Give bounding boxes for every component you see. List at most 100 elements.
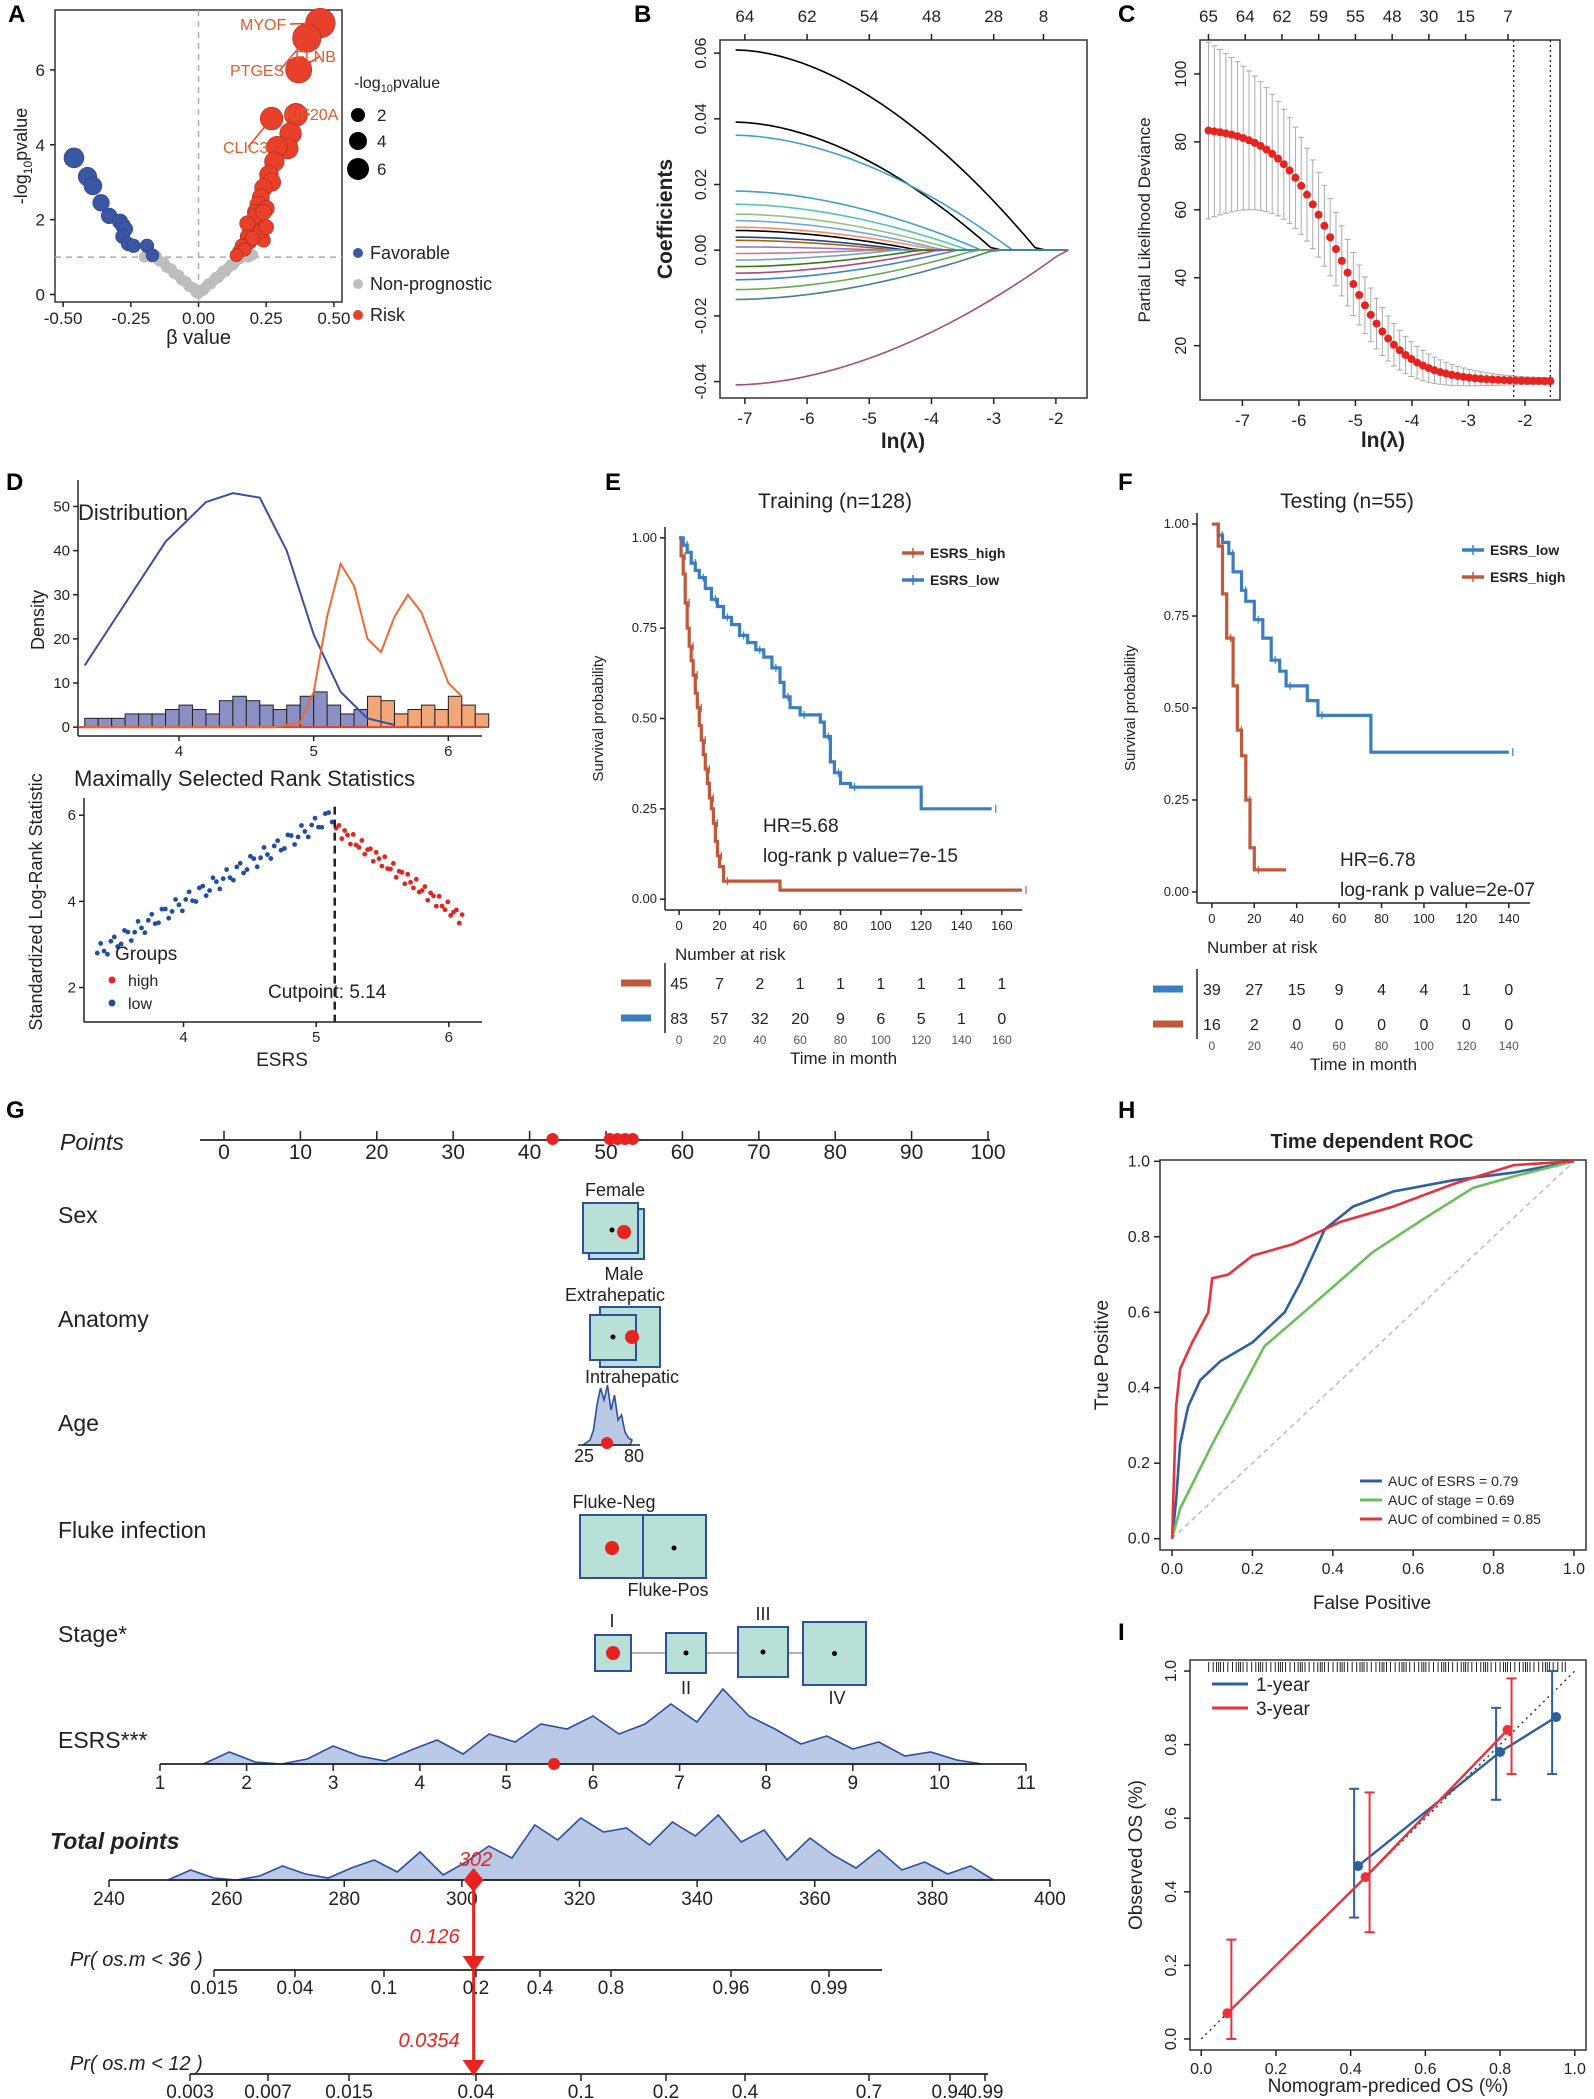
i-calibration-point: [1551, 1712, 1562, 1723]
f-x-tick-label: 100: [1413, 911, 1435, 926]
panel-label-a: A: [8, 1, 25, 28]
d2-low-point: [166, 915, 172, 921]
d2-low-point: [268, 856, 274, 861]
c-deviance-point: [1326, 233, 1335, 242]
d2-high-point: [411, 885, 416, 891]
d1-y-tick-label: 30: [53, 587, 70, 604]
c-deviance-point: [1331, 245, 1340, 254]
c-deviance-point: [1256, 141, 1265, 150]
c-deviance-point: [1343, 268, 1352, 277]
a-gene-label: FLNB: [295, 49, 336, 66]
d2-high-point: [456, 920, 462, 926]
g-prob-label: Pr( os.m < 36 ): [70, 1949, 203, 1971]
g-row-label: ESRS***: [58, 1727, 148, 1753]
f-x-tick-label: 20: [1247, 911, 1261, 926]
d1-low-density-curve: [83, 492, 395, 726]
g-prob-tick-label: 0.1: [371, 1978, 397, 1999]
c-deviance-point: [1337, 256, 1346, 265]
b-coef-path: [735, 249, 1069, 261]
a-y-tick-label: 4: [36, 136, 45, 155]
g-points-tick-label: 100: [970, 1141, 1005, 1164]
g-points-tick-label: 30: [442, 1141, 465, 1164]
h-y-tick-label: 0.2: [1128, 1455, 1150, 1472]
h-x-axis-label: False Positive: [1313, 1593, 1431, 1614]
d2-low-point: [115, 944, 121, 949]
e-title: Training (n=128): [758, 490, 912, 513]
d2-low-point: [271, 843, 277, 849]
g-esrs-tick-label: 11: [1016, 1773, 1036, 1794]
c-y-tick-label: 80: [1173, 133, 1190, 151]
f-legend-label: ESRS_low: [1490, 542, 1559, 558]
a-legend-swatch-risk: [353, 310, 363, 320]
d2-low-point: [142, 930, 148, 936]
h-x-tick-label: 0.2: [1241, 1561, 1263, 1578]
g-prob-marker: [462, 2060, 485, 2076]
a-gene-label: MYOF: [240, 17, 286, 34]
d1-low-hist-bar: [205, 713, 220, 728]
c-top-tick-label: 59: [1309, 7, 1328, 26]
a-x-tick-label: 0.25: [250, 309, 283, 328]
d1-high-hist-bar: [420, 704, 436, 728]
d1-low-hist-bar: [340, 713, 355, 728]
d2-low-point: [326, 810, 332, 816]
f-x-tick-label: 140: [1498, 911, 1520, 926]
a-y-label-part: pvalue: [11, 108, 31, 161]
d2-high-point: [379, 863, 385, 869]
g-esrs-tick-label: 1: [155, 1773, 166, 1794]
c-deviance-point: [1482, 375, 1491, 384]
i-calibration-point: [1360, 1872, 1371, 1883]
h-roc-curve: [1170, 1160, 1575, 1539]
g-total-marker: [463, 1868, 484, 1892]
d2-y-tick-label: 2: [68, 980, 76, 997]
e-risk-count: 57: [711, 1011, 729, 1028]
d2-low-point: [295, 834, 301, 840]
g-prob-tick-label: 0.4: [527, 1978, 554, 1999]
d2-x-tick-label: 5: [312, 1029, 320, 1046]
d2-low-point: [254, 864, 260, 870]
d1-y-tick-label: 0: [62, 719, 70, 736]
c-deviance-point: [1268, 149, 1277, 158]
g-fluke-marker: [605, 1541, 619, 1555]
e-x-tick-label: 40: [753, 918, 767, 933]
c-deviance-point: [1407, 355, 1416, 364]
g-prob-tick-label: 0.99: [967, 2082, 1004, 2099]
g-points-tick-label: 80: [824, 1141, 847, 1164]
c-deviance-point: [1500, 376, 1509, 385]
b-top-tick-label: 64: [735, 7, 754, 26]
d1-low-hist-bar: [259, 704, 274, 728]
e-x-tick-label: 80: [833, 918, 847, 933]
d2-low-point: [261, 845, 267, 850]
g-row-label: Fluke infection: [58, 1517, 206, 1543]
a-risk-point: [255, 203, 272, 221]
f-y-tick-label: 0.50: [1164, 700, 1189, 715]
d2-high-point: [413, 876, 419, 882]
d2-high-point: [442, 907, 448, 913]
f-x-tick-label: 40: [1289, 911, 1303, 926]
f-x-tick-label: 0: [1208, 911, 1215, 926]
g-esrs-tick-label: 5: [501, 1773, 512, 1794]
f-risk-count: 0: [1292, 1017, 1301, 1034]
e-risk-x-tick-label: 60: [793, 1033, 807, 1047]
d2-legend-title: Groups: [115, 944, 177, 965]
g-esrs-tick-label: 4: [415, 1773, 426, 1794]
c-top-tick-label: 62: [1272, 7, 1291, 26]
d2-high-point: [356, 845, 362, 850]
a-x-tick-label: 0.50: [317, 309, 350, 328]
d1-high-hist-bar: [474, 713, 490, 728]
d1-x-tick-label: 4: [175, 743, 183, 760]
d2-high-point: [390, 861, 396, 866]
c-x-tick-label: -7: [1235, 411, 1250, 430]
e-risk-title: Number at risk: [675, 945, 786, 964]
e-risk-count: 20: [791, 1011, 809, 1028]
c-top-tick-label: 30: [1419, 7, 1438, 26]
a-favorable-point: [145, 248, 160, 262]
f-x-tick-label: 80: [1374, 911, 1388, 926]
d2-low-point: [258, 855, 264, 861]
a-favorable-point: [92, 194, 110, 212]
d2-low-point: [299, 823, 304, 828]
c-x-tick-label: -5: [1348, 411, 1363, 430]
f-legend-label: ESRS_high: [1490, 569, 1565, 585]
f-risk-x-tick-label: 0: [1209, 1039, 1216, 1053]
a-favorable-point: [63, 147, 85, 169]
